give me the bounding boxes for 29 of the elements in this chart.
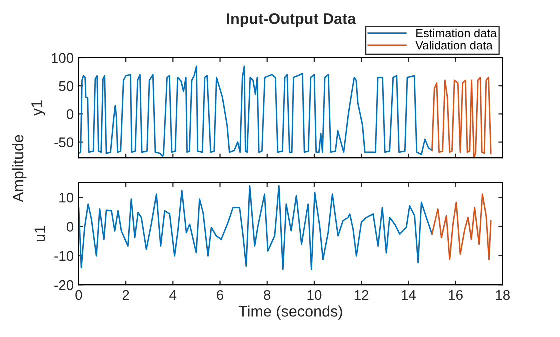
line-series (78, 66, 433, 158)
x-tick-label: 10 (308, 290, 322, 300)
legend-label: Estimation data (416, 28, 497, 38)
y-tick-label: 50 (59, 81, 74, 92)
x-tick-label: 14 (402, 290, 416, 300)
y-tick-label: 0 (66, 110, 74, 120)
x-axis-title: Time (seconds) (238, 306, 342, 320)
chart-title: Input-Output Data (227, 14, 356, 28)
x-tick-label: 16 (449, 290, 463, 300)
y-tick-label: -50 (54, 138, 74, 148)
y-tick-label: 0 (66, 222, 74, 232)
y-tick-label: -20 (54, 280, 74, 290)
y-tick-label: 100 (52, 53, 74, 64)
line-series (432, 194, 492, 260)
legend-label: Validation data (416, 41, 493, 50)
y-tick-label: 10 (60, 192, 74, 203)
y-axis-title: y1 (32, 100, 46, 116)
x-tick-label: 6 (217, 290, 224, 300)
y-tick-label: -10 (54, 251, 74, 262)
x-tick-label: 12 (354, 290, 369, 300)
y-axis-title: u1 (34, 226, 46, 242)
x-tick-label: 8 (264, 290, 271, 300)
line-series (78, 185, 433, 270)
x-tick-label: 4 (170, 290, 177, 300)
x-tick-label: 18 (496, 290, 510, 300)
x-tick-label: 2 (122, 290, 130, 300)
x-tick-label: 0 (76, 290, 82, 300)
line-series (432, 76, 492, 158)
text: Amplitude (12, 135, 27, 202)
